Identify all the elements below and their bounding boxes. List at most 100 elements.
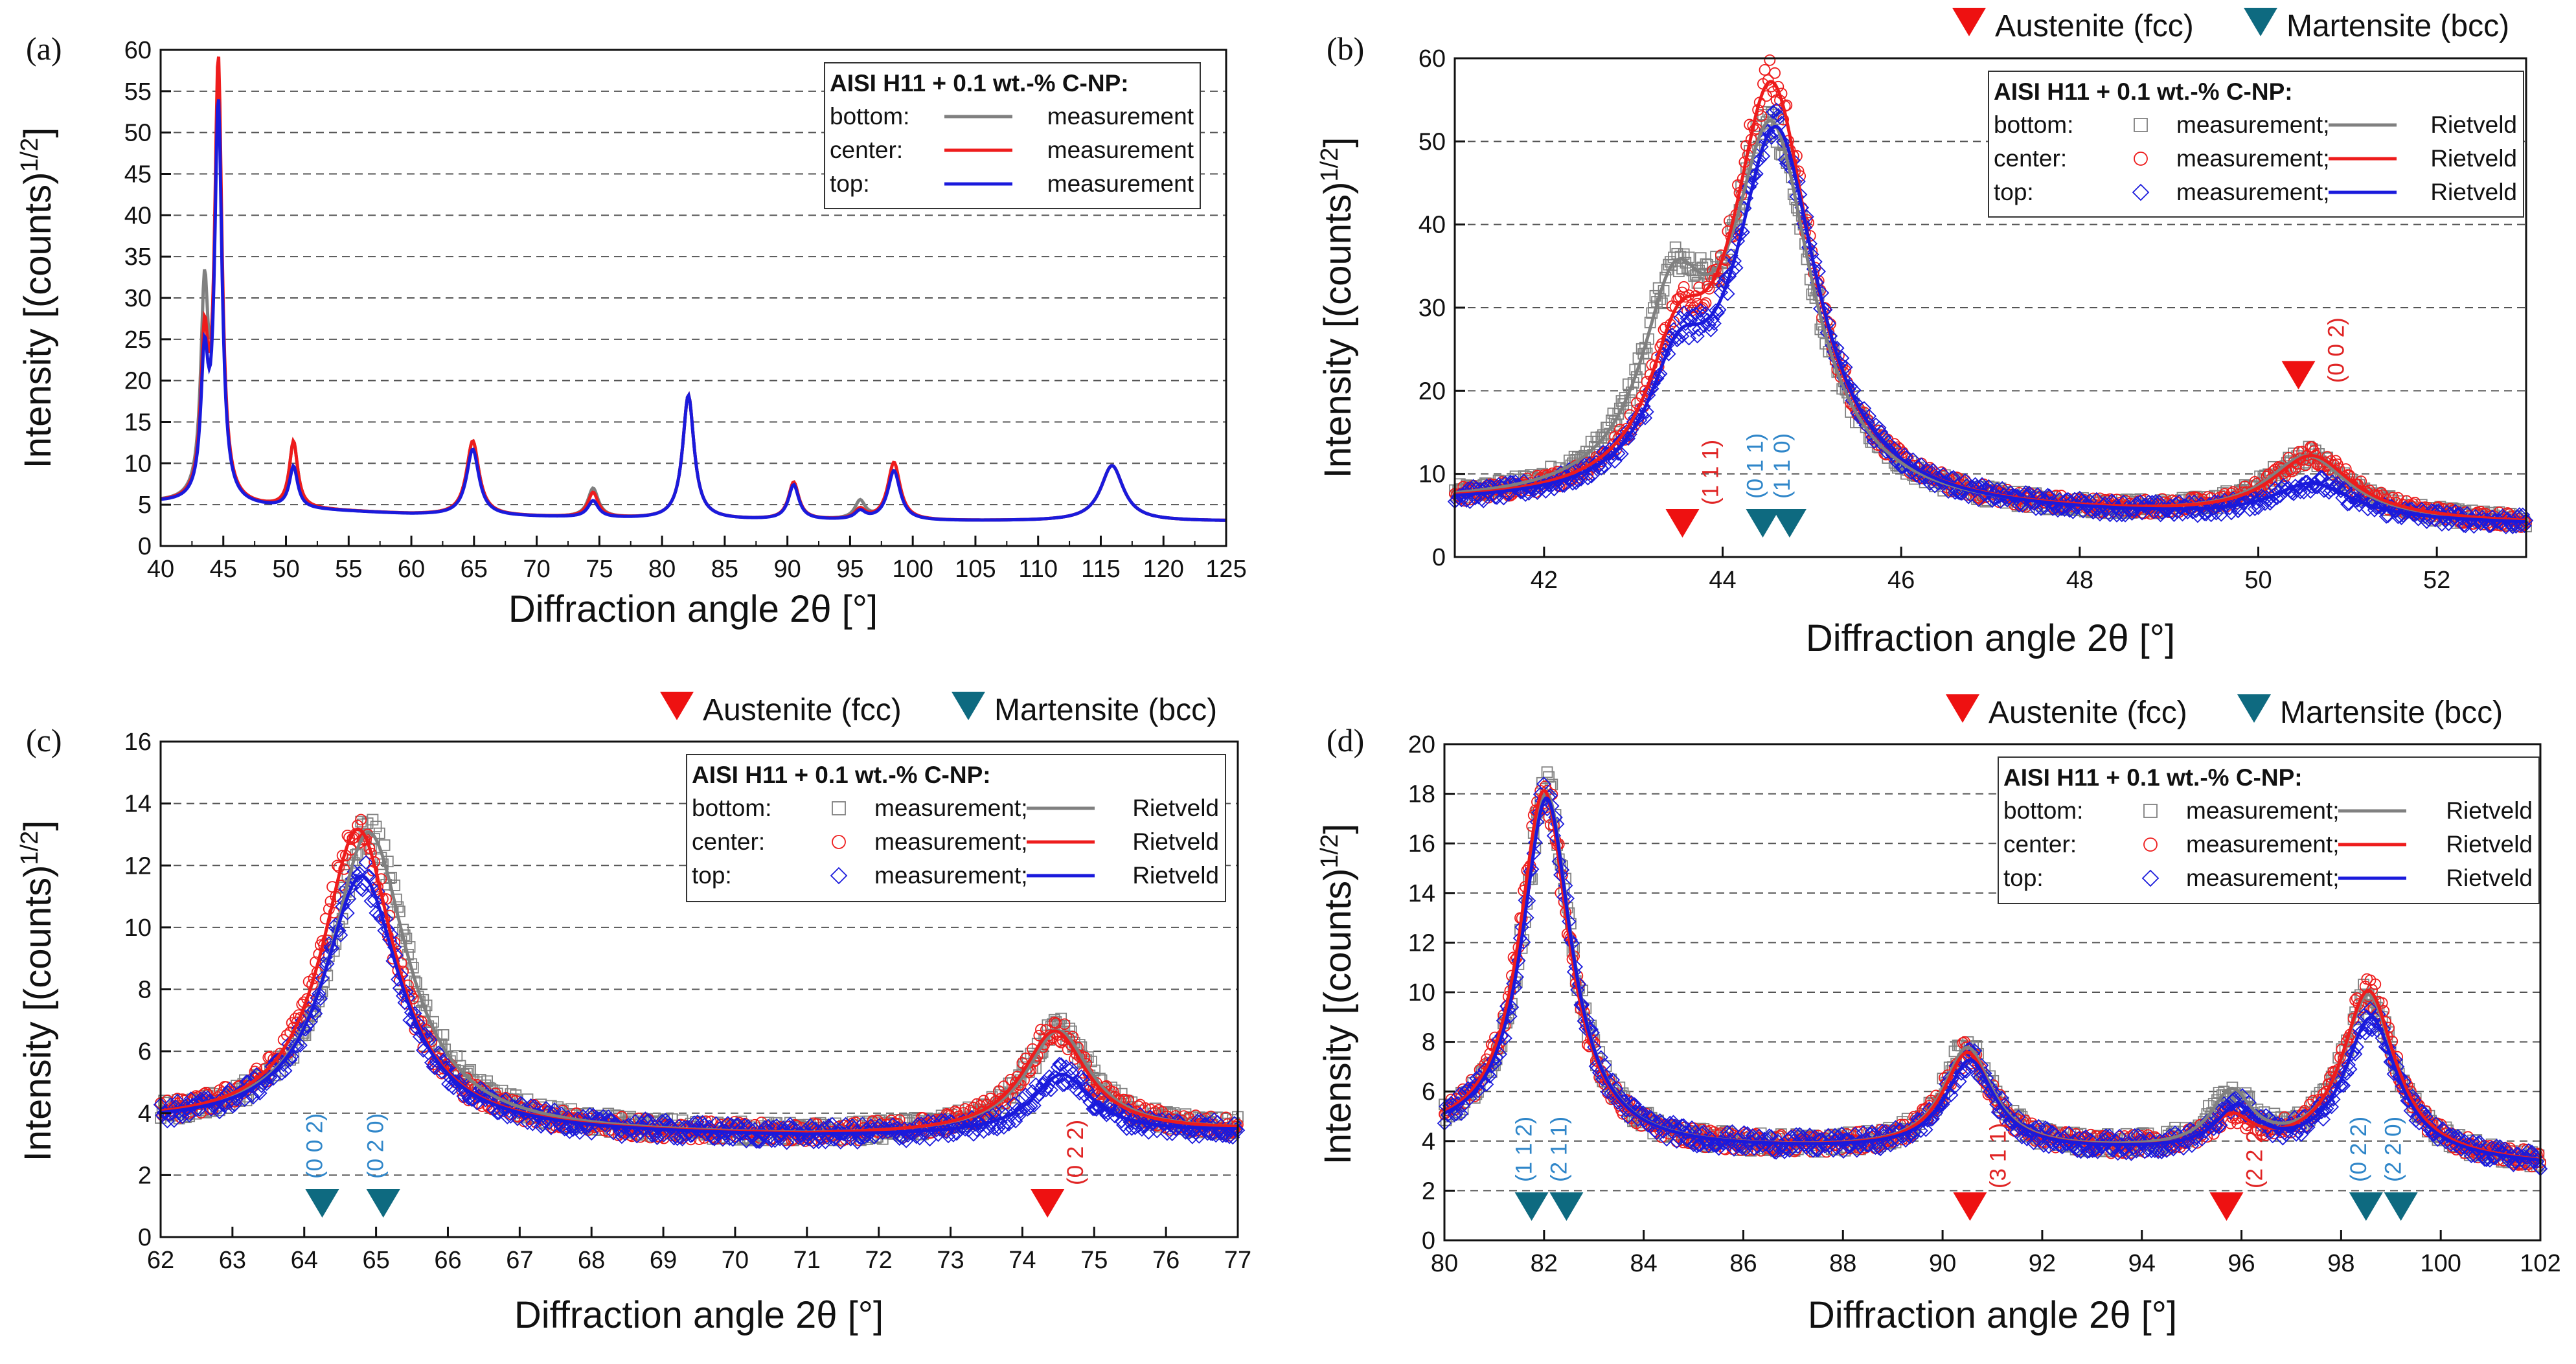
x-tick-label: 52 (2423, 567, 2450, 594)
y-tick-label: 0 (138, 533, 152, 560)
measurement-point (456, 1089, 471, 1104)
legend-entry-label: measurement (1047, 170, 1194, 197)
measurement-point (1027, 1098, 1042, 1113)
measurement-point (310, 990, 325, 1006)
measurement-point (614, 1129, 630, 1144)
legend: AISI H11 + 0.1 wt.-% C-NP:bottom: measure… (824, 62, 1201, 209)
x-tick-label: 63 (219, 1247, 246, 1274)
measurement-point (617, 1126, 633, 1141)
x-tick-label: 75 (586, 556, 613, 583)
legend-series-name: top: (692, 862, 732, 889)
x-tick-label: 100 (892, 556, 933, 583)
measurement-point (1202, 1116, 1217, 1131)
measurement-point (338, 863, 350, 875)
x-tick-label: 68 (578, 1247, 605, 1274)
legend-entry-label: measurement (1047, 103, 1194, 130)
measurement-point (1064, 1061, 1079, 1076)
measurement-point (1220, 1111, 1232, 1124)
measurement-point (1496, 490, 1511, 506)
y-tick-label: 15 (124, 409, 152, 437)
x-tick-label: 50 (2244, 567, 2272, 594)
x-tick-label: 110 (1018, 556, 1058, 583)
x-tick-label: 72 (865, 1247, 893, 1274)
y-tick-label: 50 (1419, 128, 1446, 155)
x-tick-label: 71 (793, 1247, 821, 1274)
measurement-point (624, 1110, 636, 1122)
x-tick-label: 62 (147, 1247, 174, 1274)
measurement-point (1001, 1117, 1016, 1131)
x-tick-label: 67 (506, 1247, 533, 1274)
y-tick-label: 50 (124, 120, 152, 147)
measurement-point (656, 1127, 672, 1142)
y-tick-label: 55 (124, 78, 152, 106)
measurement-point (2251, 500, 2266, 516)
measurement-point (1119, 1121, 1134, 1136)
measurement-point (1043, 1082, 1058, 1098)
measurement-point (779, 1135, 794, 1150)
hkl-label: (0 1 1) (1743, 433, 1768, 499)
chart-panel-0: 40 45 50 55 60 65 70 75 80 85 90 95 100 105 110 115 120 1… (16, 30, 1247, 630)
measurement-point (2050, 503, 2066, 518)
measurement-point (996, 1120, 1012, 1135)
hkl-label: (0 0 2) (2324, 317, 2349, 383)
measurement-point (653, 1127, 668, 1142)
y-tick-label: 0 (1432, 544, 1446, 571)
series-line-top (1454, 124, 2527, 524)
y-tick-label: 14 (124, 791, 152, 818)
measurement-point (2467, 519, 2481, 534)
measurement-point (1053, 1057, 1069, 1072)
austenite-marker (1665, 509, 1700, 538)
x-tick-label: 95 (836, 556, 863, 583)
legend-title: AISI H11 + 0.1 wt.-% C-NP: (1994, 78, 2293, 105)
x-tick-label: 55 (335, 556, 362, 583)
legend-series-name: bottom: (692, 795, 771, 821)
x-tick-label: 73 (937, 1247, 964, 1274)
measurement-point (367, 892, 382, 908)
x-axis-title: Diffraction angle 2θ [°] (514, 1294, 883, 1336)
measurement-point (306, 1003, 321, 1017)
measurement-point (742, 1120, 757, 1136)
legend-symbol-swatch (832, 801, 846, 815)
martensite-legend-label: Martensite (bcc) (994, 693, 1217, 727)
legend-entry-label: measurement; (2176, 145, 2330, 172)
measurement-point (1030, 1062, 1042, 1074)
measurement-point (1608, 1087, 1621, 1099)
measurement-point (358, 855, 374, 870)
measurement-point (1691, 322, 1707, 337)
measurement-point (1165, 1126, 1180, 1142)
legend-series-name: bottom: (1994, 111, 2073, 138)
measurement-point (367, 813, 379, 826)
legend-frame (686, 754, 1226, 902)
measurement-point (1086, 1101, 1100, 1117)
measurement-point (705, 1131, 720, 1146)
measurement-point (404, 1005, 419, 1020)
measurement-point (211, 1100, 225, 1115)
measurement-point (764, 1133, 779, 1148)
x-tick-label: 48 (2066, 567, 2093, 594)
measurement-point (909, 1129, 924, 1144)
legend-series-name: center: (830, 137, 903, 163)
austenite-marker (2281, 361, 2316, 390)
legend: AISI H11 + 0.1 wt.-% C-NP: bottom: measure… (1988, 71, 2524, 218)
x-axis-title: Diffraction angle 2θ [°] (1806, 617, 2175, 659)
x-tick-label: 42 (1531, 567, 1558, 594)
x-tick-label: 64 (291, 1247, 318, 1274)
x-tick-label: 105 (955, 556, 996, 583)
x-tick-label: 70 (523, 556, 550, 583)
legend-fit-label: Rietveld (1132, 795, 1219, 821)
austenite-legend-label: Austenite (fcc) (1995, 9, 2194, 43)
measurement-point (1200, 1126, 1215, 1141)
measurement-point (332, 923, 347, 938)
legend-frame (1988, 71, 2524, 218)
measurement-point (2434, 517, 2450, 532)
measurement-point (1203, 1126, 1218, 1141)
y-tick-label: 8 (138, 977, 152, 1004)
measurement-point (2125, 506, 2139, 521)
y-tick-label: 20 (124, 368, 152, 395)
x-tick-label: 120 (1143, 556, 1184, 583)
austenite-legend-marker (1952, 8, 1986, 36)
measurement-point (274, 1047, 286, 1060)
martensite-legend-marker (952, 692, 985, 720)
measurement-point (311, 986, 326, 1001)
x-tick-label: 90 (774, 556, 801, 583)
